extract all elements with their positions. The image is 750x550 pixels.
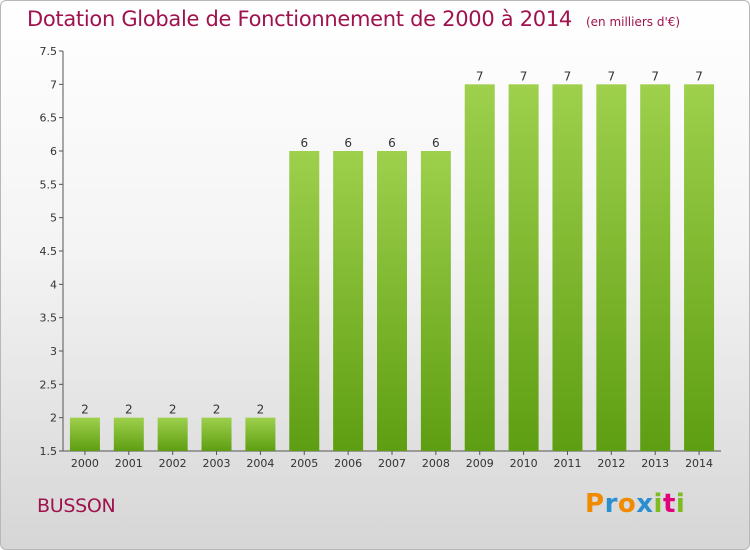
y-tick-label: 7 — [50, 78, 57, 91]
proxiti-logo[interactable]: Proxiti — [585, 489, 685, 519]
data-label: 2 — [125, 403, 133, 417]
bar — [113, 417, 144, 451]
y-tick-label: 6.5 — [40, 112, 58, 125]
bar — [464, 84, 495, 451]
bar — [245, 417, 276, 451]
logo-letter-x: x — [636, 489, 654, 519]
bar — [420, 151, 451, 451]
logo-letter-o: o — [617, 489, 637, 519]
bar — [684, 84, 715, 451]
y-tick-label: 5.5 — [40, 178, 58, 191]
data-label: 7 — [476, 69, 484, 83]
logo-letter-i1: i — [653, 489, 663, 519]
logo-letter-i2: i — [675, 489, 686, 519]
y-tick-label: 3 — [50, 345, 57, 358]
bar — [508, 84, 539, 451]
bar — [69, 417, 100, 451]
bar — [596, 84, 627, 451]
x-tick-label: 2008 — [422, 457, 450, 470]
x-tick-label: 2003 — [203, 457, 231, 470]
y-tick-label: 6 — [50, 145, 57, 158]
data-label: 6 — [344, 136, 352, 150]
logo-letter-p: P — [585, 489, 605, 519]
y-tick-label: 4 — [50, 278, 57, 291]
x-tick-label: 2005 — [290, 457, 318, 470]
logo-letter-t: t — [662, 489, 676, 519]
x-tick-label: 2002 — [159, 457, 187, 470]
bar — [640, 84, 671, 451]
data-label: 7 — [608, 69, 616, 83]
logo-letter-r: r — [604, 489, 618, 519]
data-label: 2 — [213, 403, 221, 417]
chart-title: Dotation Globale de Fonctionnement de 20… — [27, 7, 572, 31]
x-tick-label: 2011 — [553, 457, 581, 470]
data-label: 6 — [300, 136, 308, 150]
y-tick-label: 3.5 — [40, 312, 58, 325]
y-tick-label: 7.5 — [40, 45, 58, 58]
data-label: 2 — [81, 403, 89, 417]
y-tick-label: 2.5 — [40, 378, 58, 391]
x-tick-label: 2014 — [685, 457, 713, 470]
x-tick-label: 2010 — [510, 457, 538, 470]
x-tick-label: 2013 — [641, 457, 669, 470]
y-tick-label: 2 — [50, 412, 57, 425]
data-label: 7 — [564, 69, 572, 83]
y-tick-label: 5 — [50, 212, 57, 225]
x-tick-label: 2007 — [378, 457, 406, 470]
bar — [157, 417, 188, 451]
data-label: 6 — [388, 136, 396, 150]
data-label: 2 — [169, 403, 177, 417]
x-tick-label: 2006 — [334, 457, 362, 470]
data-label: 6 — [432, 136, 440, 150]
x-tick-label: 2001 — [115, 457, 143, 470]
x-tick-label: 2012 — [597, 457, 625, 470]
bar — [289, 151, 320, 451]
data-label: 7 — [520, 69, 528, 83]
y-tick-label: 1.5 — [40, 445, 58, 458]
y-tick-label: 4.5 — [40, 245, 58, 258]
unit-note: (en milliers d'€) — [585, 15, 681, 29]
title-row: Dotation Globale de Fonctionnement de 20… — [27, 7, 680, 31]
bar — [377, 151, 407, 451]
data-label: 7 — [695, 69, 703, 83]
x-tick-label: 2009 — [466, 457, 494, 470]
bar — [333, 151, 364, 451]
commune-name: BUSSON — [37, 495, 116, 517]
x-tick-label: 2000 — [71, 457, 99, 470]
data-label: 2 — [257, 403, 265, 417]
x-tick-label: 2004 — [246, 457, 274, 470]
data-label: 7 — [651, 69, 659, 83]
bar — [201, 417, 232, 451]
bar — [552, 84, 583, 451]
